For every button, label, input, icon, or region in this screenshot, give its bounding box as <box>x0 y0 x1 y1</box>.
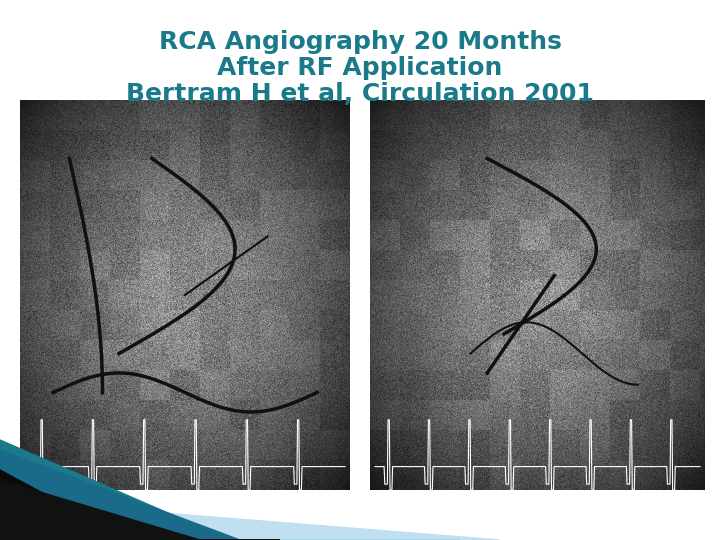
Polygon shape <box>0 440 230 540</box>
Polygon shape <box>0 450 240 540</box>
Text: Bertram H et al, Circulation 2001: Bertram H et al, Circulation 2001 <box>126 82 594 106</box>
Polygon shape <box>0 500 500 540</box>
Polygon shape <box>0 495 460 540</box>
Polygon shape <box>0 470 280 540</box>
Text: RCA Angiography 20 Months: RCA Angiography 20 Months <box>158 30 562 54</box>
Polygon shape <box>0 480 280 540</box>
Text: After RF Application: After RF Application <box>217 56 503 80</box>
